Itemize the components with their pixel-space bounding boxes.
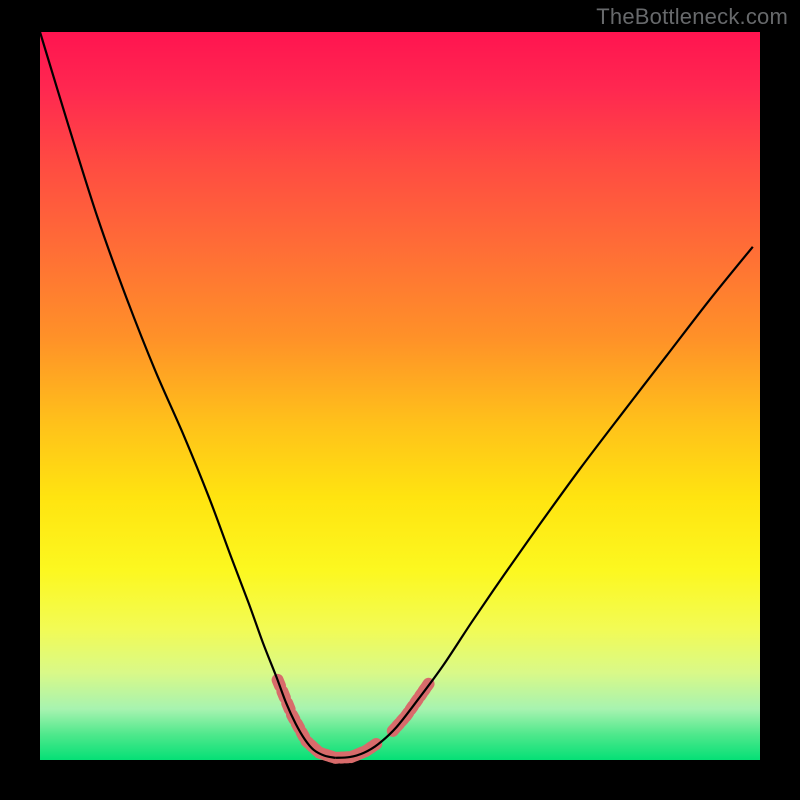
chart-curves [40, 32, 760, 760]
watermark-text: TheBottleneck.com [596, 4, 788, 30]
curve-left-branch [40, 32, 335, 758]
curve-right-branch [335, 247, 753, 758]
plot-area [40, 32, 760, 760]
